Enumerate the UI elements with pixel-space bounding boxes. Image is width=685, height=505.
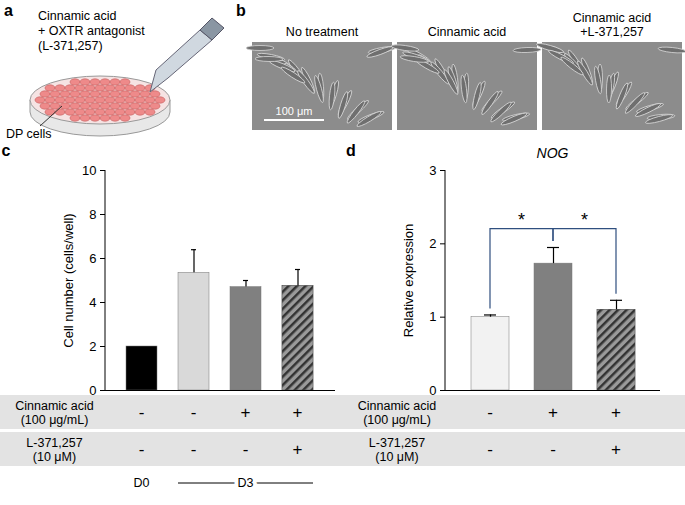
svg-text:6: 6: [89, 251, 96, 266]
svg-text:*: *: [581, 210, 588, 230]
svg-text:L-371,257: L-371,257: [369, 436, 425, 450]
svg-text:(L-371,257): (L-371,257): [38, 39, 103, 53]
svg-text:(100 μg/mL): (100 μg/mL): [21, 413, 89, 427]
svg-text:-: -: [191, 403, 197, 422]
svg-text:+: +: [548, 403, 558, 422]
svg-text:(10 μM): (10 μM): [375, 450, 418, 464]
svg-text:+: +: [611, 403, 621, 422]
svg-text:c: c: [2, 142, 11, 159]
svg-text:b: b: [236, 2, 246, 19]
svg-text:-: -: [139, 440, 145, 459]
svg-text:-: -: [550, 440, 556, 459]
svg-text:2: 2: [429, 236, 436, 251]
svg-text:0: 0: [429, 382, 437, 398]
svg-text:Cinnamic acid: Cinnamic acid: [358, 399, 437, 413]
svg-text:+: +: [611, 440, 621, 459]
svg-text:Relative expression: Relative expression: [401, 224, 416, 337]
svg-text:+: +: [293, 440, 303, 459]
svg-text:Cinnamic acid: Cinnamic acid: [573, 11, 652, 25]
svg-text:No treatment: No treatment: [286, 25, 359, 39]
svg-text:2: 2: [89, 339, 96, 354]
svg-text:D3: D3: [238, 476, 254, 490]
svg-text:-: -: [243, 440, 249, 459]
svg-text:-: -: [191, 440, 197, 459]
svg-text:Cell number (cells/well): Cell number (cells/well): [61, 213, 76, 347]
svg-text:+: +: [241, 403, 251, 422]
svg-text:4: 4: [89, 295, 96, 310]
svg-text:(10 μM): (10 μM): [33, 450, 76, 464]
svg-text:Cinnamic acid: Cinnamic acid: [38, 9, 117, 23]
svg-text:d: d: [346, 142, 356, 159]
svg-text:0: 0: [89, 382, 97, 398]
svg-text:-: -: [139, 403, 145, 422]
svg-text:D0: D0: [134, 476, 150, 490]
svg-text:NOG: NOG: [537, 145, 569, 161]
svg-text:10: 10: [82, 163, 96, 178]
svg-text:-: -: [487, 403, 493, 422]
svg-text:+: +: [293, 403, 303, 422]
svg-text:Cinnamic acid: Cinnamic acid: [15, 399, 94, 413]
svg-text:-: -: [487, 440, 493, 459]
svg-text:1: 1: [429, 309, 436, 324]
svg-text:a: a: [4, 2, 13, 19]
svg-text:8: 8: [89, 207, 96, 222]
svg-text:(100 μg/mL): (100 μg/mL): [363, 413, 431, 427]
svg-text:*: *: [518, 210, 525, 230]
svg-text:100 μm: 100 μm: [276, 105, 313, 117]
svg-text:L-371,257: L-371,257: [26, 436, 82, 450]
svg-text:DP cells: DP cells: [6, 127, 52, 141]
svg-text:Cinnamic acid: Cinnamic acid: [428, 25, 507, 39]
svg-text:+L-371,257: +L-371,257: [580, 25, 644, 39]
svg-text:3: 3: [429, 163, 436, 178]
svg-text:+ OXTR antagonist: + OXTR antagonist: [38, 24, 145, 38]
